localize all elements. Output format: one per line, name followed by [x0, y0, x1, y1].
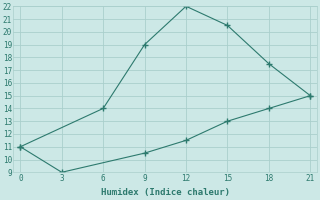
- X-axis label: Humidex (Indice chaleur): Humidex (Indice chaleur): [101, 188, 230, 197]
